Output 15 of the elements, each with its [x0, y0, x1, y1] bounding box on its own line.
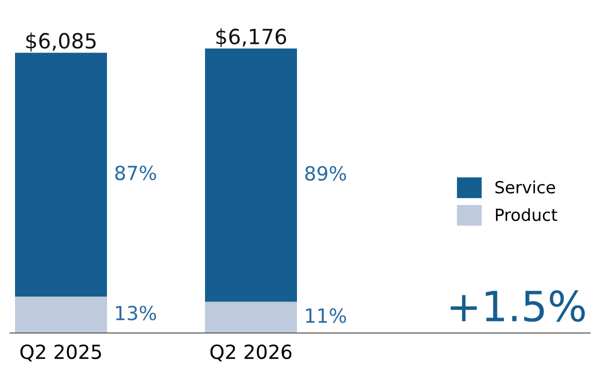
text: $6,176 [216, 28, 286, 48]
annotation: 13% [116, 306, 156, 320]
annotation: 11% [306, 308, 346, 323]
bar [15, 52, 107, 297]
legend-label: Product [496, 208, 558, 222]
annotation: $6,085 [26, 32, 96, 52]
bar [205, 48, 297, 302]
bar [15, 296, 107, 333]
x-tick-label: Q2 2025 [20, 344, 101, 362]
text: +1.5% [450, 290, 585, 322]
annotation: 89% [305, 166, 346, 181]
bar [205, 302, 297, 333]
annotation: 87% [115, 166, 156, 180]
x-tick-label: Q2 2026 [210, 344, 292, 362]
legend-label: Service [495, 180, 556, 194]
